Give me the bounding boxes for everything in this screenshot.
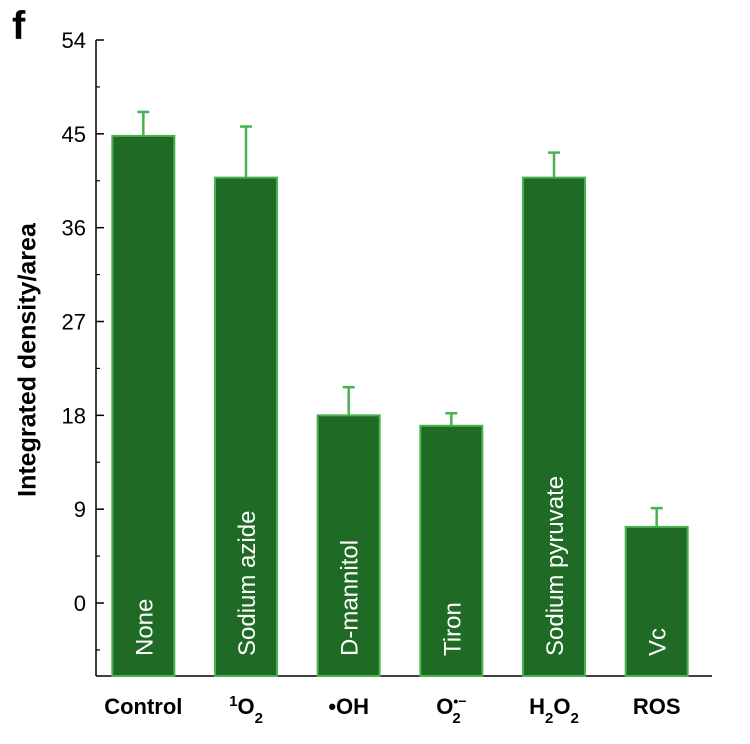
x-category-label: ROS	[633, 694, 681, 719]
x-category-label: H2O2	[529, 694, 579, 727]
y-tick-label: 27	[62, 310, 86, 335]
y-tick-label: 9	[74, 497, 86, 522]
x-categories: Control 1O2 •OH O•− 2 H2O2 ROS	[104, 693, 680, 727]
bar-label: Vc	[645, 628, 672, 656]
x-category-label: 1O2	[229, 693, 263, 727]
bar	[214, 176, 278, 678]
y-tick-label: 18	[62, 403, 86, 428]
bar	[419, 424, 484, 677]
x-category-label: Control	[104, 694, 182, 719]
bar	[111, 134, 176, 677]
bar-label: D-mannitol	[337, 540, 364, 656]
bar	[316, 414, 381, 677]
panel-letter: f	[12, 4, 26, 48]
y-tick-label: 54	[62, 28, 86, 53]
y-ticks: 0 9 18 27 36 45 54	[62, 28, 104, 651]
bar-label: Sodium azide	[234, 511, 261, 656]
y-tick-label: 36	[62, 216, 86, 241]
bars: None Sodium azide D-mannitol Tiron Sodium py…	[111, 110, 689, 678]
bar	[522, 176, 586, 678]
y-tick-label: 45	[62, 122, 86, 147]
x-category-label: •OH	[328, 694, 369, 719]
bar-label: Sodium pyruvate	[542, 476, 569, 656]
bar-label: Tiron	[439, 602, 466, 656]
bar-label: None	[131, 599, 158, 656]
x-category-label: O•− 2	[436, 693, 466, 727]
axes	[95, 40, 712, 677]
y-tick-label: 0	[74, 591, 86, 616]
bar	[624, 525, 689, 677]
